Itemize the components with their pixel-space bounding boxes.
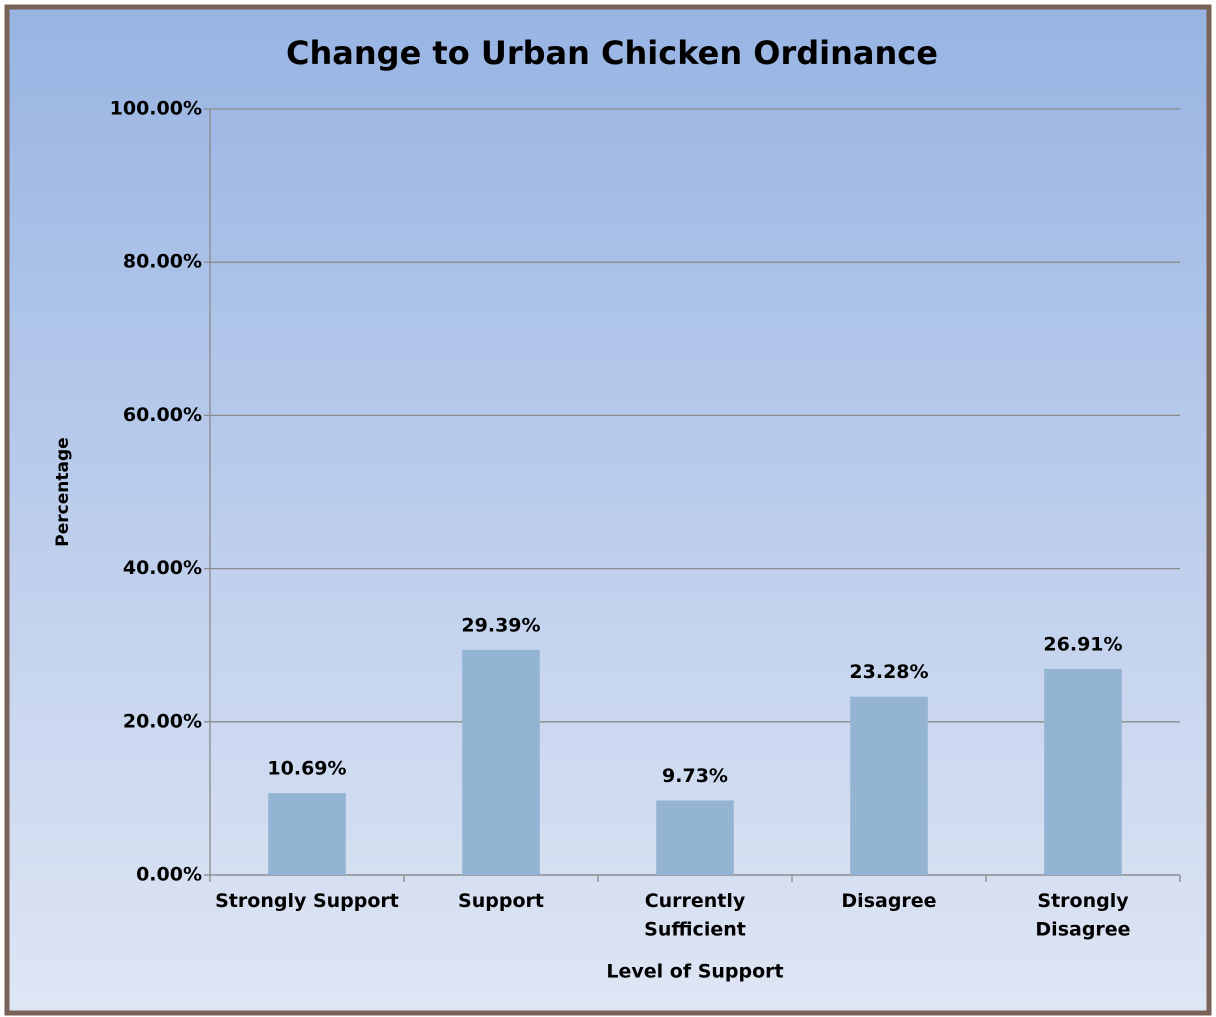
bar [656, 800, 734, 875]
data-label: 29.39% [461, 614, 540, 636]
y-tick-label: 100.00% [110, 98, 202, 120]
y-axis-label: Percentage [53, 437, 73, 546]
chart-title: Change to Urban Chicken Ordinance [286, 34, 938, 72]
y-tick-label: 20.00% [123, 710, 202, 732]
y-tick-label: 0.00% [136, 864, 202, 886]
y-tick-label: 40.00% [123, 557, 202, 579]
bar [462, 649, 540, 875]
x-axis-label: Level of Support [606, 961, 783, 983]
bar [268, 793, 346, 875]
x-tick-label: Currently Sufficient [644, 890, 746, 941]
x-tick-label: Strongly Disagree [1035, 890, 1130, 941]
data-label: 23.28% [849, 661, 928, 683]
x-tick-label: Disagree [841, 890, 936, 912]
x-tick-label: Support [458, 890, 544, 912]
data-label: 26.91% [1043, 633, 1122, 655]
x-tick-label: Strongly Support [215, 890, 399, 912]
bar [850, 696, 928, 875]
y-tick-label: 80.00% [123, 251, 202, 273]
bar [1044, 668, 1122, 875]
data-label: 9.73% [662, 765, 728, 787]
y-tick-label: 60.00% [123, 404, 202, 426]
chart-frame [4, 4, 1212, 1016]
data-label: 10.69% [267, 758, 346, 780]
